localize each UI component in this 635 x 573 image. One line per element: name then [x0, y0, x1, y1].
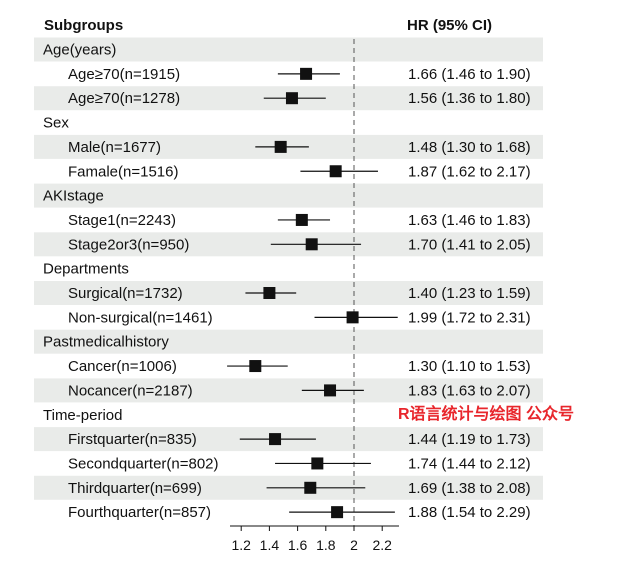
header-hr-ci: HR (95% CI) — [407, 17, 492, 34]
hr-ci-text: 1.88 (1.54 to 2.29) — [408, 504, 531, 521]
hr-ci-text: 1.66 (1.46 to 1.90) — [408, 66, 531, 83]
hr-ci-text: 1.70 (1.41 to 2.05) — [408, 236, 531, 253]
subgroup-label: Male(n=1677) — [68, 139, 161, 156]
x-tick-label: 1.4 — [260, 537, 280, 553]
subgroup-label: Thirdquarter(n=699) — [68, 480, 202, 497]
hr-ci-text: 1.99 (1.72 to 2.31) — [408, 309, 531, 326]
group-label: Sex — [43, 115, 69, 132]
group-label: Age(years) — [43, 42, 116, 59]
hr-ci-text: 1.48 (1.30 to 1.68) — [408, 139, 531, 156]
hr-point — [249, 360, 262, 373]
row-band — [34, 378, 543, 403]
estimates — [227, 67, 398, 519]
hr-point — [324, 384, 337, 397]
row-bands — [34, 37, 543, 500]
hr-ci-text: 1.83 (1.63 to 2.07) — [408, 382, 531, 399]
subgroup-label: Stage1(n=2243) — [68, 212, 176, 229]
hr-ci-text: 1.44 (1.19 to 1.73) — [408, 431, 531, 448]
group-band — [34, 183, 543, 208]
watermark: R语言统计与绘图 公众号 — [398, 404, 574, 423]
group-label: AKIstage — [43, 188, 104, 205]
hr-point — [331, 506, 344, 519]
hr-ci-text: 1.40 (1.23 to 1.59) — [408, 285, 531, 302]
subgroup-label: Fourthquarter(n=857) — [68, 504, 211, 521]
subgroup-label: Cancer(n=1006) — [68, 358, 177, 375]
x-tick-label: 1.6 — [288, 537, 308, 553]
subgroup-label: Age≥70(n=1915) — [68, 66, 180, 83]
subgroup-label: Age≥70(n=1278) — [68, 90, 180, 107]
group-label: Pastmedicalhistory — [43, 334, 169, 351]
subgroup-label: Surgical(n=1732) — [68, 285, 183, 302]
hr-point — [285, 92, 298, 105]
hr-point — [305, 238, 318, 251]
group-label: Time-period — [43, 407, 122, 424]
hr-ci-text: 1.63 (1.46 to 1.83) — [408, 212, 531, 229]
hr-ci-text: 1.30 (1.10 to 1.53) — [408, 358, 531, 375]
group-band — [34, 37, 543, 62]
subgroup-label: Secondquarter(n=802) — [68, 455, 219, 472]
hr-point — [311, 457, 324, 470]
subgroup-label: Nocancer(n=2187) — [68, 382, 193, 399]
hr-ci-text: 1.74 (1.44 to 2.12) — [408, 455, 531, 472]
group-band — [34, 329, 543, 354]
hr-point — [274, 140, 287, 153]
hr-point — [300, 67, 313, 80]
group-label: Departments — [43, 261, 129, 278]
hr-ci-text: 1.69 (1.38 to 2.08) — [408, 480, 531, 497]
hr-point — [295, 213, 308, 226]
x-tick-label: 2 — [350, 537, 358, 553]
hr-ci-text: 1.87 (1.62 to 2.17) — [408, 163, 531, 180]
x-axis: 1.2 1.4 1.6 1.8 2 2.2 — [230, 525, 399, 553]
hr-point — [346, 311, 359, 324]
subgroup-label: Famale(n=1516) — [68, 163, 178, 180]
hr-point — [329, 165, 342, 178]
hr-point — [269, 433, 282, 446]
subgroup-label: Firstquarter(n=835) — [68, 431, 197, 448]
subgroup-label: Non-surgical(n=1461) — [68, 309, 213, 326]
hr-point — [263, 287, 276, 299]
row-labels: Age(years) Age≥70(n=1915) Age≥70(n=1278) Se… — [43, 42, 219, 522]
x-tick-label: 1.8 — [316, 537, 336, 553]
hr-ci-text: 1.56 (1.36 to 1.80) — [408, 90, 531, 107]
subgroup-label: Stage2or3(n=950) — [68, 236, 189, 253]
header-subgroups: Subgroups — [44, 17, 123, 34]
x-tick-label: 1.2 — [231, 537, 251, 553]
x-tick-label: 2.2 — [372, 537, 392, 553]
hr-ci-texts: 1.66 (1.46 to 1.90) 1.56 (1.36 to 1.80) 1.… — [408, 66, 531, 521]
hr-point — [304, 481, 317, 494]
